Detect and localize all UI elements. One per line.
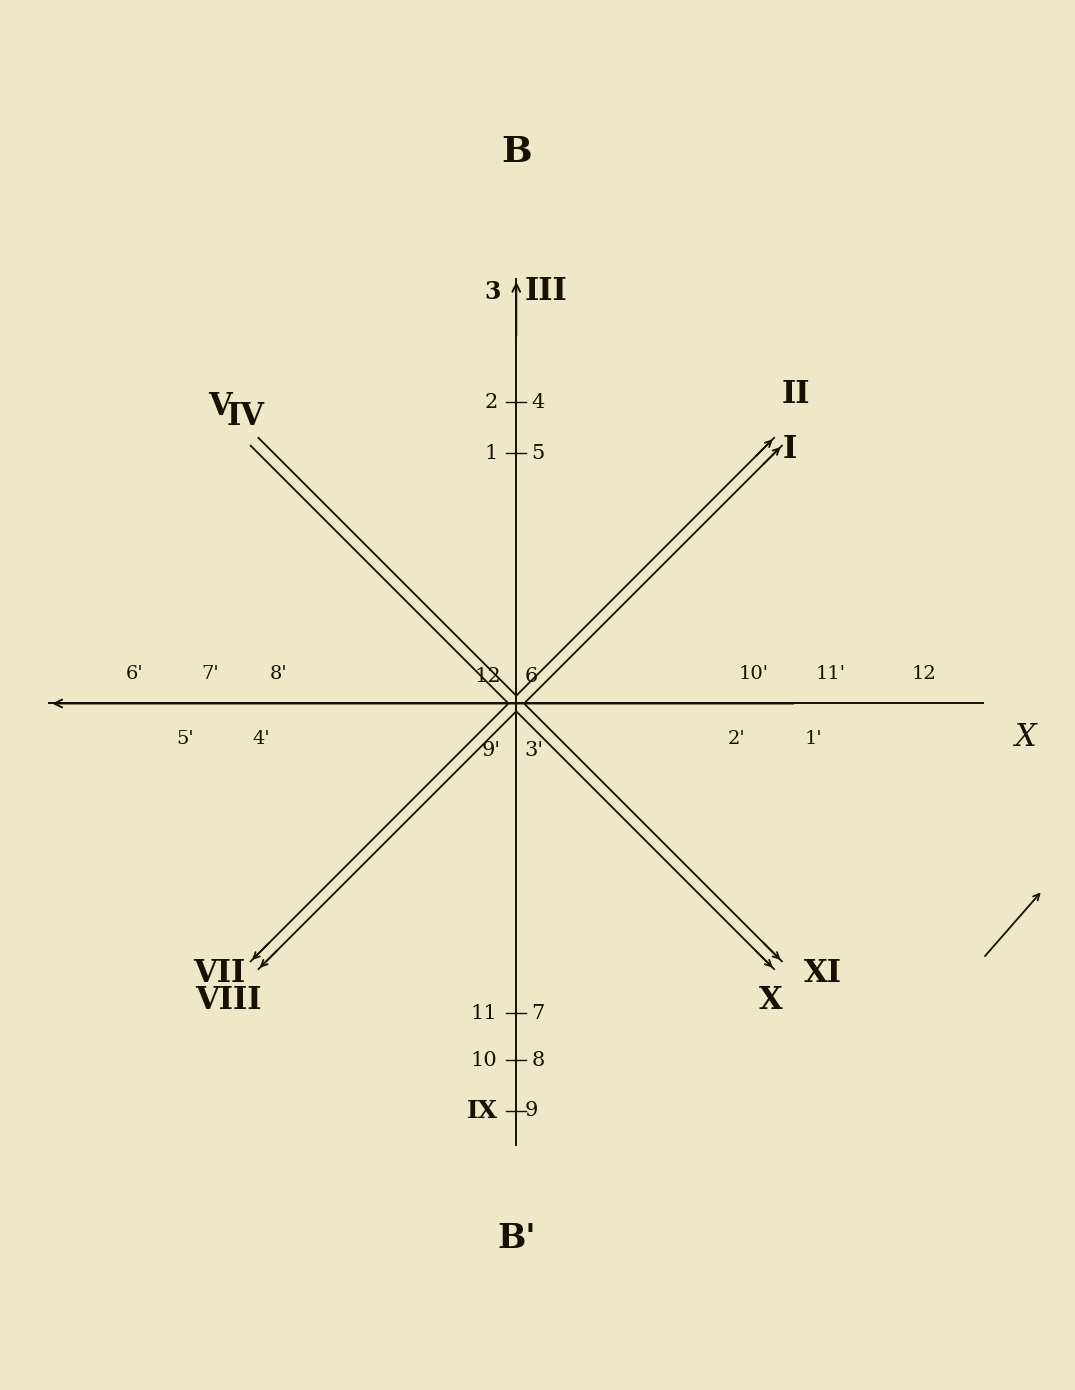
- Text: VII: VII: [194, 959, 246, 990]
- Text: 6: 6: [525, 667, 538, 685]
- Text: 4': 4': [253, 730, 271, 748]
- Text: 11': 11': [815, 664, 845, 682]
- Text: 1: 1: [484, 443, 498, 463]
- Text: III: III: [525, 277, 568, 307]
- Text: I: I: [783, 434, 797, 464]
- Text: 4: 4: [531, 392, 545, 411]
- Text: 8': 8': [270, 664, 287, 682]
- Text: IV: IV: [227, 400, 264, 431]
- Text: 7': 7': [202, 664, 219, 682]
- Text: 5: 5: [531, 443, 545, 463]
- Text: XI: XI: [804, 959, 842, 990]
- Text: 5': 5': [176, 730, 194, 748]
- Text: 8: 8: [531, 1051, 545, 1069]
- Text: 2': 2': [728, 730, 746, 748]
- Text: II: II: [782, 379, 811, 410]
- Text: 9': 9': [482, 741, 501, 760]
- Text: B': B': [497, 1222, 535, 1255]
- Text: VIII: VIII: [195, 984, 261, 1016]
- Text: X: X: [1015, 721, 1036, 753]
- Text: B: B: [501, 135, 532, 168]
- Text: V: V: [207, 392, 231, 423]
- Text: 10': 10': [739, 664, 769, 682]
- Text: 3: 3: [485, 279, 501, 304]
- Text: 1': 1': [804, 730, 822, 748]
- Text: 2: 2: [485, 392, 498, 411]
- Text: IX: IX: [467, 1099, 498, 1123]
- Text: 7: 7: [531, 1004, 545, 1023]
- Text: 6': 6': [126, 664, 143, 682]
- Text: 3': 3': [525, 741, 544, 760]
- Text: X: X: [759, 984, 783, 1016]
- Text: 10: 10: [471, 1051, 498, 1069]
- Text: 12: 12: [912, 664, 936, 682]
- Text: 11: 11: [471, 1004, 498, 1023]
- Text: 9: 9: [525, 1101, 539, 1120]
- Text: 12: 12: [474, 667, 501, 685]
